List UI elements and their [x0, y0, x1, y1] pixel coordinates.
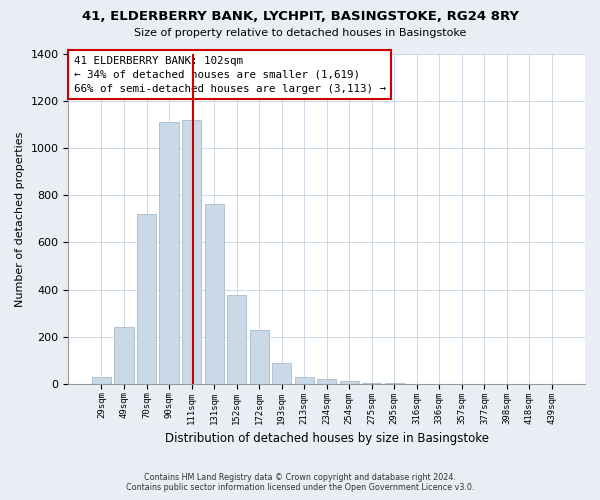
Bar	[362, 382, 382, 384]
Bar	[295, 376, 314, 384]
Bar	[92, 376, 111, 384]
Bar	[317, 379, 336, 384]
Y-axis label: Number of detached properties: Number of detached properties	[15, 131, 25, 306]
Bar	[160, 122, 179, 384]
Bar	[250, 330, 269, 384]
Bar	[137, 214, 156, 384]
Text: Size of property relative to detached houses in Basingstoke: Size of property relative to detached ho…	[134, 28, 466, 38]
Text: 41, ELDERBERRY BANK, LYCHPIT, BASINGSTOKE, RG24 8RY: 41, ELDERBERRY BANK, LYCHPIT, BASINGSTOK…	[82, 10, 518, 23]
Bar	[227, 296, 246, 384]
Bar	[182, 120, 201, 384]
Bar	[205, 204, 224, 384]
Bar	[340, 381, 359, 384]
Bar	[272, 362, 291, 384]
Text: Contains HM Land Registry data © Crown copyright and database right 2024.
Contai: Contains HM Land Registry data © Crown c…	[126, 473, 474, 492]
Bar	[115, 327, 134, 384]
Text: 41 ELDERBERRY BANK: 102sqm
← 34% of detached houses are smaller (1,619)
66% of s: 41 ELDERBERRY BANK: 102sqm ← 34% of deta…	[74, 56, 386, 94]
X-axis label: Distribution of detached houses by size in Basingstoke: Distribution of detached houses by size …	[165, 432, 489, 445]
